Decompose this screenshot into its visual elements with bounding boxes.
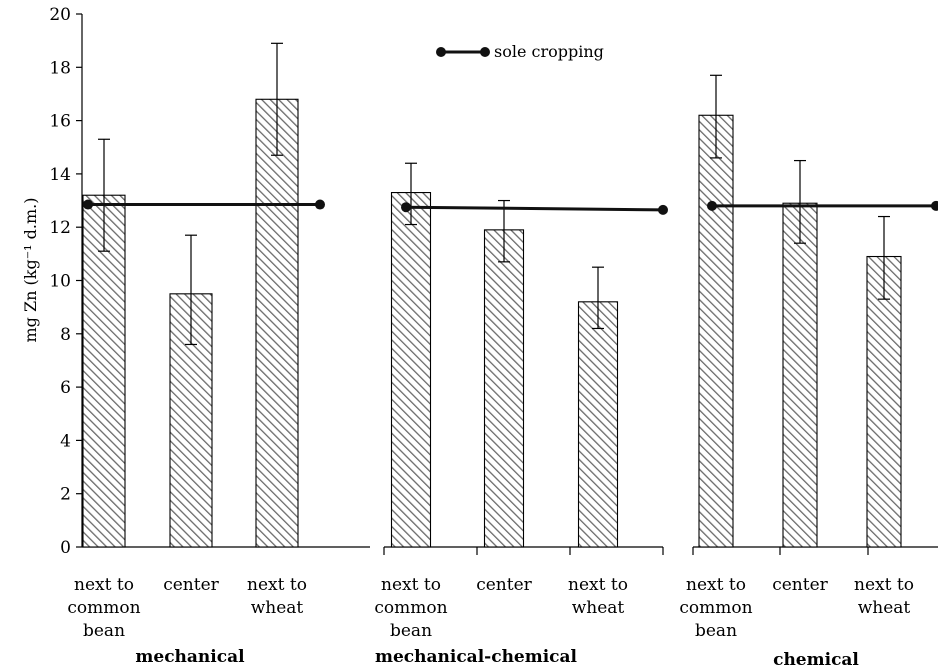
- sole-cropping-layer: [83, 199, 938, 215]
- bar: [698, 114, 734, 548]
- bars-layer: [82, 98, 902, 548]
- category-label: next to: [74, 575, 134, 595]
- category-label: next to: [568, 575, 628, 595]
- y-tick-label: 8: [60, 325, 71, 345]
- sole-cropping-point: [83, 199, 93, 210]
- y-tick-label: 18: [49, 58, 71, 78]
- bar: [390, 192, 432, 548]
- sole-cropping-point: [658, 204, 668, 215]
- sole-cropping-point: [401, 202, 411, 213]
- y-tick-label: 6: [60, 378, 71, 398]
- category-label: next to: [686, 575, 746, 595]
- y-tick-label: 16: [49, 112, 71, 132]
- legend: sole cropping: [436, 42, 604, 61]
- y-tick-label: 20: [49, 5, 71, 25]
- y-axis-label: mg Zn (kg⁻¹ d.m.): [21, 198, 40, 343]
- category-label: common: [679, 598, 752, 618]
- category-label: next to: [247, 575, 307, 595]
- legend-label: sole cropping: [494, 42, 604, 61]
- category-label: next to: [381, 575, 441, 595]
- category-label: bean: [695, 621, 737, 641]
- category-label: wheat: [572, 598, 625, 618]
- y-tick-label: 10: [49, 272, 71, 292]
- legend-marker-left: [436, 47, 446, 57]
- sole-cropping-line: [405, 205, 664, 212]
- group-label: mechanical: [135, 647, 245, 667]
- y-tick-label: 4: [60, 431, 71, 451]
- category-label: common: [374, 598, 447, 618]
- axes-layer: 0 2 4 6 8 10 12 14 16 18 20: [49, 5, 938, 558]
- sole-cropping-point: [315, 199, 325, 210]
- y-tick-label: 14: [49, 165, 71, 185]
- y-tick-label: 0: [60, 538, 71, 558]
- group-label: mechanical-chemical: [375, 647, 578, 667]
- bar: [782, 202, 818, 548]
- error-bars-layer: [98, 42, 890, 346]
- bar: [866, 255, 902, 548]
- category-label: bean: [390, 621, 432, 641]
- bar: [483, 229, 525, 548]
- labels-layer: next to common bean center next to wheat mecha…: [67, 575, 914, 670]
- category-label: wheat: [251, 598, 304, 618]
- legend-marker-right: [480, 47, 490, 57]
- category-label: center: [163, 575, 219, 595]
- sole-cropping-point: [707, 200, 717, 211]
- group-label: chemical: [773, 650, 859, 670]
- y-tick-label: 2: [60, 485, 71, 505]
- bar: [577, 301, 619, 548]
- y-tick-label: 12: [49, 218, 71, 238]
- category-label: center: [772, 575, 828, 595]
- category-label: next to: [854, 575, 914, 595]
- bar: [82, 194, 126, 548]
- category-label: bean: [83, 621, 125, 641]
- category-label: wheat: [858, 598, 911, 618]
- sole-cropping-point: [931, 200, 938, 211]
- category-label: center: [476, 575, 532, 595]
- category-label: common: [67, 598, 140, 618]
- bar: [255, 98, 299, 548]
